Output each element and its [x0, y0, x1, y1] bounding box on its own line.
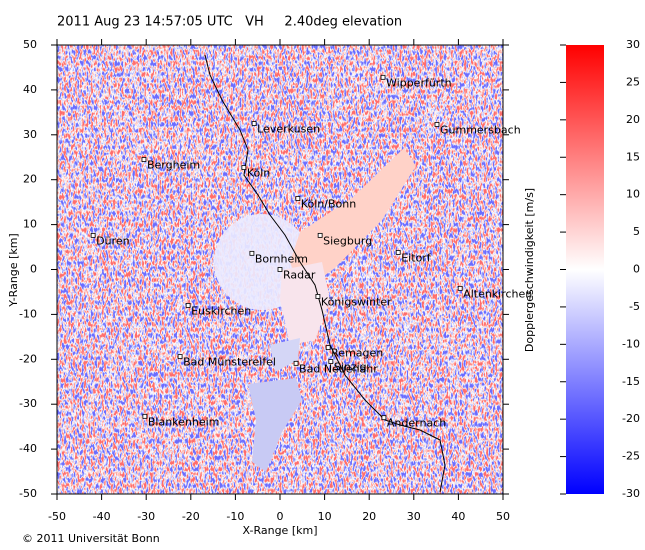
- place-label: Köln/Bonn: [301, 198, 356, 211]
- place-marker: [434, 122, 440, 127]
- place-label: Siegburg: [323, 234, 372, 247]
- place-label: Radar: [283, 269, 316, 282]
- y-tick-label: -40: [19, 442, 37, 455]
- place-marker: [277, 267, 283, 272]
- place-label: Andernach: [387, 417, 446, 430]
- place-marker: [241, 165, 247, 170]
- place-label: Altenkirchen: [463, 287, 532, 300]
- colorbar-tick-label: -15: [622, 375, 640, 388]
- colorbar-tick-label: 0: [633, 263, 640, 276]
- colorbar-tick-label: -25: [622, 450, 640, 463]
- place-label: Wipperfürth: [386, 76, 452, 89]
- place-label: Gummersbach: [440, 123, 521, 136]
- echo-area: [248, 378, 302, 472]
- colorbar-tick-label: -20: [622, 412, 640, 425]
- place-marker: [177, 354, 183, 360]
- x-tick-label: 40: [451, 510, 465, 523]
- place-label: Euskirchen: [191, 304, 251, 317]
- place-marker: [142, 413, 148, 419]
- x-tick-label: -30: [137, 510, 155, 523]
- place-label: Bad Neuenahr: [299, 362, 378, 375]
- echo-area: [270, 338, 300, 372]
- place-marker: [185, 303, 191, 308]
- radar-field: [57, 45, 503, 494]
- x-tick-label: -20: [182, 510, 200, 523]
- place-marker: [325, 345, 331, 351]
- copyright: © 2011 Universität Bonn: [22, 532, 160, 545]
- y-tick-label: 20: [23, 173, 37, 186]
- y-tick-label: -50: [19, 487, 37, 500]
- place-marker: [141, 157, 147, 162]
- colorbar-tick-label: 30: [626, 38, 640, 51]
- place-marker: [395, 250, 401, 255]
- place-marker: [251, 121, 257, 126]
- x-tick-label: -10: [226, 510, 244, 523]
- colorbar-tick-label: 15: [626, 150, 640, 163]
- y-tick-label: 30: [23, 128, 37, 141]
- place-marker: [90, 232, 96, 238]
- colorbar: [566, 45, 604, 494]
- place-marker: [295, 196, 301, 201]
- x-axis-label: X-Range [km]: [243, 524, 318, 537]
- place-marker: [315, 294, 321, 299]
- place-marker: [249, 250, 255, 256]
- y-axis-label: Y-Range [km]: [7, 233, 20, 307]
- x-tick-label: 30: [407, 510, 421, 523]
- place-label: Sinzig: [334, 361, 367, 374]
- place-marker: [317, 232, 323, 238]
- place-marker: [457, 285, 463, 291]
- colorbar-label: Dopplergeschwindigkeit [m/s]: [523, 188, 536, 352]
- echo-area: [280, 262, 330, 345]
- place-label: Remagen: [331, 347, 383, 360]
- place-label: Bergheim: [147, 158, 200, 171]
- place-marker: [293, 360, 299, 366]
- y-tick-label: -30: [19, 397, 37, 410]
- x-tick-label: 10: [318, 510, 332, 523]
- place-marker: [380, 74, 386, 80]
- x-tick-label: -50: [48, 510, 66, 523]
- y-tick-label: 10: [23, 218, 37, 231]
- colorbar-tick-label: -30: [622, 487, 640, 500]
- place-label: Bad Münstereifel: [183, 356, 276, 369]
- colorbar-tick-label: -10: [622, 337, 640, 350]
- place-label: Köln: [247, 167, 270, 180]
- place-label: Düren: [96, 234, 129, 247]
- x-tick-label: 0: [277, 510, 284, 523]
- y-tick-label: -20: [19, 352, 37, 365]
- x-tick-label: 50: [496, 510, 510, 523]
- colorbar-tick-label: -5: [629, 300, 640, 313]
- x-tick-label: -40: [93, 510, 111, 523]
- colorbar-tick-label: 25: [626, 75, 640, 88]
- y-tick-label: 50: [23, 38, 37, 51]
- place-label: Bornheim: [255, 252, 308, 265]
- colorbar-tick-label: 10: [626, 188, 640, 201]
- colorbar-tick-label: 20: [626, 113, 640, 126]
- y-tick-label: -10: [19, 307, 37, 320]
- place-label: Eitorf: [401, 251, 432, 264]
- place-marker: [328, 359, 334, 364]
- place-label: Königswinter: [321, 295, 392, 308]
- colorbar-tick-label: 5: [633, 225, 640, 238]
- place-marker: [381, 415, 387, 421]
- place-label: Leverkusen: [257, 123, 320, 136]
- x-tick-label: 20: [362, 510, 376, 523]
- y-tick-label: 0: [30, 263, 37, 276]
- place-label: Blankenheim: [148, 415, 220, 428]
- chart-title: 2011 Aug 23 14:57:05 UTC VH 2.40deg elev…: [57, 15, 402, 30]
- y-tick-label: 40: [23, 83, 37, 96]
- river: [204, 54, 446, 493]
- echo-area: [290, 148, 416, 292]
